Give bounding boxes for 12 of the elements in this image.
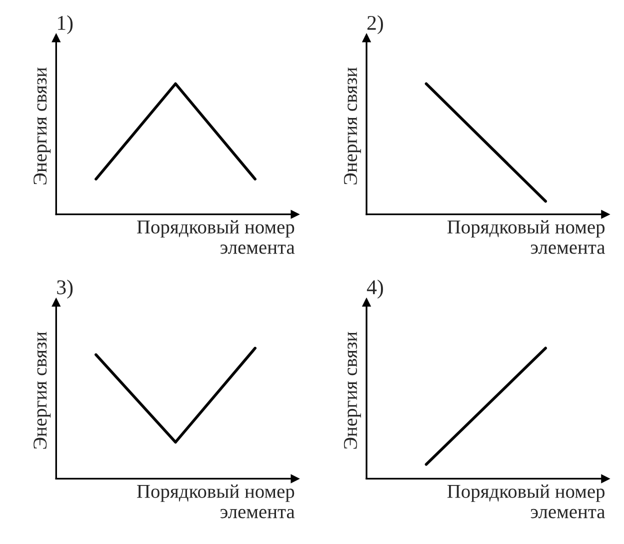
chart-title: 3): [57, 280, 73, 299]
y-axis-title: Энергия связи: [344, 332, 361, 449]
chart-title: 1): [58, 15, 73, 34]
y-axis-title: Энергия связи: [34, 67, 51, 184]
x-axis-title: Порядковый номер элемента: [447, 220, 606, 254]
x-axis-title: Порядковый номер элемента: [137, 220, 295, 254]
chart-title: 4): [366, 280, 383, 299]
y-axis-title: Энергия связи: [344, 67, 361, 184]
x-axis-title: Порядковый номер элемента: [137, 484, 295, 518]
chart-title: 2): [367, 15, 383, 34]
y-axis-title: Энергия связи: [34, 332, 51, 449]
x-axis-title: Порядковый номер элемента: [447, 484, 606, 518]
